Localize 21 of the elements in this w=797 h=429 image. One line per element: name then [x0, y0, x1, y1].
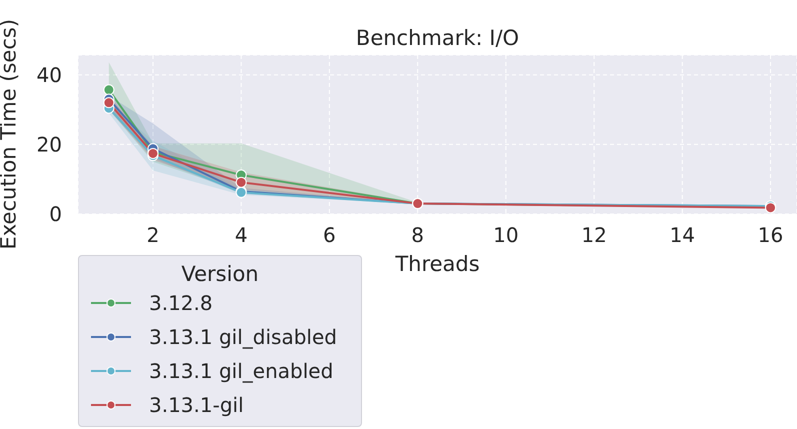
x-tick-label: 12 [581, 223, 607, 248]
point [103, 84, 114, 96]
y-tick-label: 0 [49, 202, 62, 226]
x-tick-label: 4 [234, 223, 248, 248]
legend-label: 3.13.1 gil_enabled [149, 359, 334, 383]
x-tick-label: 6 [323, 223, 336, 248]
x-tick-label: 16 [758, 223, 784, 248]
point [103, 97, 114, 108]
x-tick-label: 10 [493, 223, 519, 248]
legend-label: 3.13.1 gil_disabled [149, 325, 337, 349]
y-tick-label: 40 [36, 62, 62, 87]
x-axis-title: Threads [394, 252, 480, 276]
legend-title: Version [180, 262, 260, 286]
chart-title: Benchmark: I/O [354, 26, 520, 50]
y-tick-label: 20 [36, 132, 62, 157]
x-tick-label: 2 [146, 223, 160, 248]
point [236, 176, 247, 188]
x-tick-label: 14 [670, 223, 696, 248]
legend-label: 3.13.1-gil [149, 393, 244, 417]
legend-label: 3.12.8 [149, 291, 213, 315]
x-tick-label: 8 [411, 223, 424, 248]
